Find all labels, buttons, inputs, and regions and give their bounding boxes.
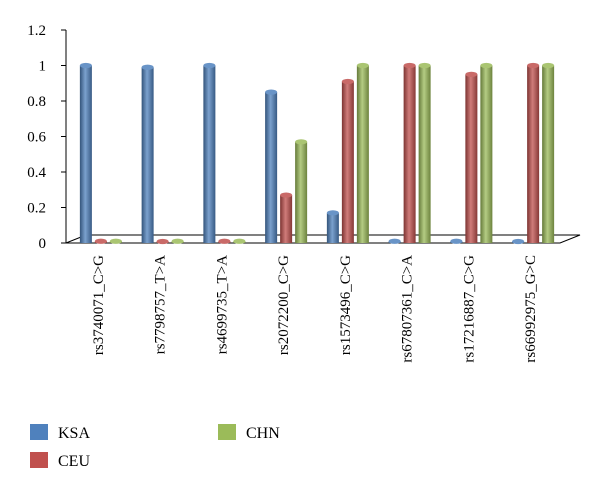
legend-swatch [218, 424, 236, 440]
x-tick-label: rs2072200_C>G [276, 255, 292, 355]
bar-cap [480, 62, 493, 69]
bar-cap [527, 62, 540, 69]
bar-ksa-2 [141, 64, 154, 244]
x-tick-label: rs3740071_C>G [91, 255, 107, 355]
y-tick-label: 0.4 [27, 165, 46, 181]
bar-cap [403, 62, 416, 69]
bar-cap [512, 238, 525, 245]
bar-body [465, 74, 478, 243]
bar-body [265, 92, 278, 243]
bar-body [542, 65, 555, 243]
bar-cap [94, 238, 107, 244]
bar-ceu-4 [280, 192, 293, 243]
bar-cap [79, 62, 92, 69]
bar-cap [542, 62, 555, 69]
bar-body [326, 212, 339, 243]
bar-chn-4 [295, 139, 308, 243]
legend-swatch [30, 452, 48, 468]
y-tick-label: 0 [39, 236, 47, 252]
bar-body [418, 65, 431, 243]
bar-cap [465, 71, 478, 77]
bar-ksa-1 [79, 62, 92, 243]
legend-label: KSA [58, 425, 90, 442]
bar-body [203, 65, 216, 243]
bar-body [141, 67, 154, 244]
bar-chn-7 [480, 62, 493, 243]
x-tick-label: rs66992975_G>C [523, 255, 539, 363]
bar-ksa-6 [388, 238, 401, 244]
bar-cap [171, 238, 184, 244]
bar-ceu-6 [403, 62, 416, 243]
bar-ksa-7 [450, 238, 463, 244]
bar-cap [280, 192, 293, 198]
bar-ceu-2 [156, 238, 169, 245]
legend: KSA CEU CHN [30, 424, 280, 470]
bar-ceu-1 [94, 238, 107, 244]
bar-body [480, 65, 493, 243]
legend-item-ksa: KSA [30, 424, 90, 442]
bar-body [280, 195, 293, 243]
bar-cap [265, 89, 278, 95]
bar-cap [326, 210, 339, 216]
x-tick-label: rs4699735_T>A [214, 255, 230, 354]
x-tick-label: rs17216887_C>G [461, 255, 477, 363]
bar-chn-3 [233, 238, 246, 244]
y-tick-label: 0.2 [27, 201, 46, 217]
axes [61, 29, 581, 244]
y-tick-label: 1.2 [27, 23, 46, 39]
bar-cap [341, 78, 354, 85]
bar-cap [356, 62, 369, 69]
bar-cap [203, 62, 216, 69]
bar-cap [218, 238, 231, 244]
bar-ksa-8 [512, 238, 525, 245]
legend-item-ceu: CEU [30, 452, 90, 470]
bar-body [403, 65, 416, 243]
bar-ksa-3 [203, 62, 216, 243]
y-tick-label: 1 [39, 59, 47, 75]
tick-labels: 0 0.2 0.4 0.6 0.8 1 1.2 rs3740071_C>G rs7798757_… [27, 23, 539, 363]
bar-ksa-4 [265, 89, 278, 243]
x-tick-label: rs67807361_C>A [400, 255, 416, 363]
bar-cap [418, 62, 431, 69]
y-tick-label: 0.6 [27, 130, 46, 146]
bar-cap [450, 238, 463, 244]
bar-chn-2 [171, 238, 184, 244]
x-tick-label: rs1573496_C>G [338, 255, 354, 355]
bar-body [356, 65, 369, 243]
bars [79, 62, 555, 245]
bar-chn-8 [542, 62, 555, 243]
bar-chn-5 [356, 62, 369, 243]
bar-body [341, 81, 354, 243]
bar-body [527, 65, 540, 243]
bar-chn-1 [109, 238, 122, 244]
bar-body [79, 65, 92, 243]
bar-cap [156, 238, 169, 245]
x-tick-label: rs7798757_T>A [153, 255, 169, 354]
legend-label: CHN [246, 425, 280, 442]
legend-label: CEU [58, 453, 90, 470]
bar-ksa-5 [326, 210, 339, 243]
bar-chn-6 [418, 62, 431, 243]
bar-body [295, 141, 308, 243]
legend-item-chn: CHN [218, 424, 280, 442]
bar-cap [109, 238, 122, 244]
bar-ceu-8 [527, 62, 540, 243]
bar-cap [233, 238, 246, 244]
y-tick-label: 0.8 [27, 94, 46, 110]
legend-swatch [30, 424, 48, 440]
bar-ceu-7 [465, 71, 478, 243]
bar-ceu-5 [341, 78, 354, 243]
bar-cap [295, 139, 308, 145]
bar-ceu-3 [218, 238, 231, 244]
bar-cap [388, 238, 401, 244]
bar-cap [141, 64, 154, 70]
